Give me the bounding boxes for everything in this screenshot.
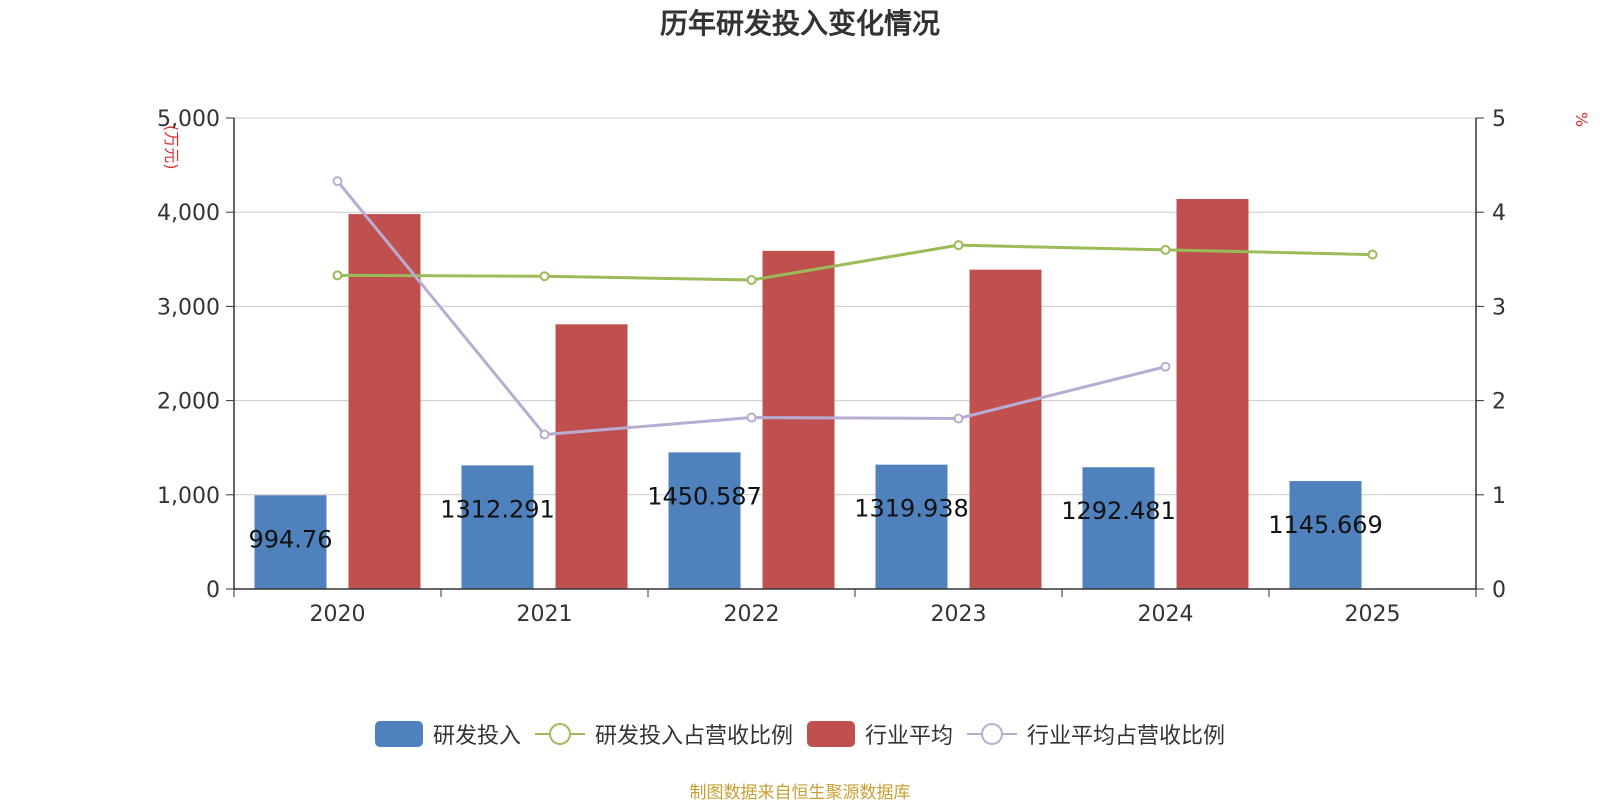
y-right-tick-label: 2 [1492,390,1506,415]
y-right-tick-label: 1 [1492,484,1506,509]
bar-rd-investment [668,452,741,589]
legend-swatch-industry-ratio [967,723,1018,745]
bar-data-label: 1312.291 [440,495,555,523]
bar-rd-investment [1289,481,1362,589]
bar-rd-investment [1082,467,1155,589]
rd-ratio-point [1367,249,1378,260]
rd-ratio-point [332,270,343,281]
industry-ratio-point [332,176,343,187]
industry-ratio-point [1160,361,1171,372]
y-right-tick-label: 3 [1492,295,1506,320]
rd-ratio-point [1160,244,1171,255]
industry-ratio-point [746,412,757,423]
rd-ratio-line [337,243,1373,282]
bar-industry-average [1176,199,1249,589]
y-right-tick-label: 0 [1492,578,1506,603]
y-left-tick-label: 5,000 [157,107,220,132]
rd-ratio-point [953,240,964,251]
y-left-tick-label: 2,000 [157,390,220,415]
legend: 研发投入 研发投入占营收比例 行业平均 行业平均占营收比例 [0,718,1600,750]
bar-industry-average [762,250,835,589]
legend-item-rd-ratio[interactable]: 研发投入占营收比例 [534,718,793,750]
y-left-tick-label: 3,000 [157,295,220,320]
x-tick-label: 2023 [931,602,987,627]
data-source-note: 制图数据来自恒生聚源数据库 [689,783,911,803]
x-tick-label: 2024 [1138,602,1194,627]
x-tick-label: 2022 [724,602,780,627]
x-tick-label: 2025 [1345,602,1401,627]
legend-item-industry-ratio[interactable]: 行业平均占营收比例 [967,718,1225,750]
bar-rd-investment [461,465,534,589]
y-left-tick-label: 4,000 [157,201,220,226]
legend-item-industry[interactable]: 行业平均 [807,718,953,750]
legend-swatch-rd [374,721,423,747]
y-right-tick-label: 5 [1492,107,1506,132]
bar-data-label: 994.76 [249,525,333,553]
legend-swatch-rd-ratio [534,723,585,745]
legend-item-rd[interactable]: 研发投入 [374,718,521,750]
legend-label-rd-ratio: 研发投入占营收比例 [594,724,793,749]
y-right-tick-label: 4 [1492,201,1506,226]
legend-swatch-industry [807,721,855,747]
bar-data-label: 1450.587 [647,482,762,510]
bar-data-label: 1319.938 [854,495,969,523]
legend-label-rd: 研发投入 [432,724,521,749]
y-left-tick-label: 0 [206,578,220,603]
bar-data-label: 1292.481 [1061,497,1176,525]
bar-rd-investment [254,495,327,589]
chart-title: 历年研发投入变化情况 [659,7,940,40]
industry-ratio-point [539,429,550,440]
legend-label-industry-ratio: 行业平均占营收比例 [1027,724,1226,749]
bar-data-label: 1145.669 [1268,511,1383,539]
rd-ratio-point [539,271,550,282]
x-tick-label: 2020 [310,602,366,627]
bar-industry-average [555,324,628,589]
legend-label-industry: 行业平均 [865,724,954,749]
rd-ratio-point [746,275,757,286]
bar-industry-average [969,269,1042,589]
x-tick-label: 2021 [517,602,573,627]
y-left-tick-label: 1,000 [157,484,220,509]
industry-ratio-point [953,413,964,424]
bar-rd-investment [875,464,948,589]
